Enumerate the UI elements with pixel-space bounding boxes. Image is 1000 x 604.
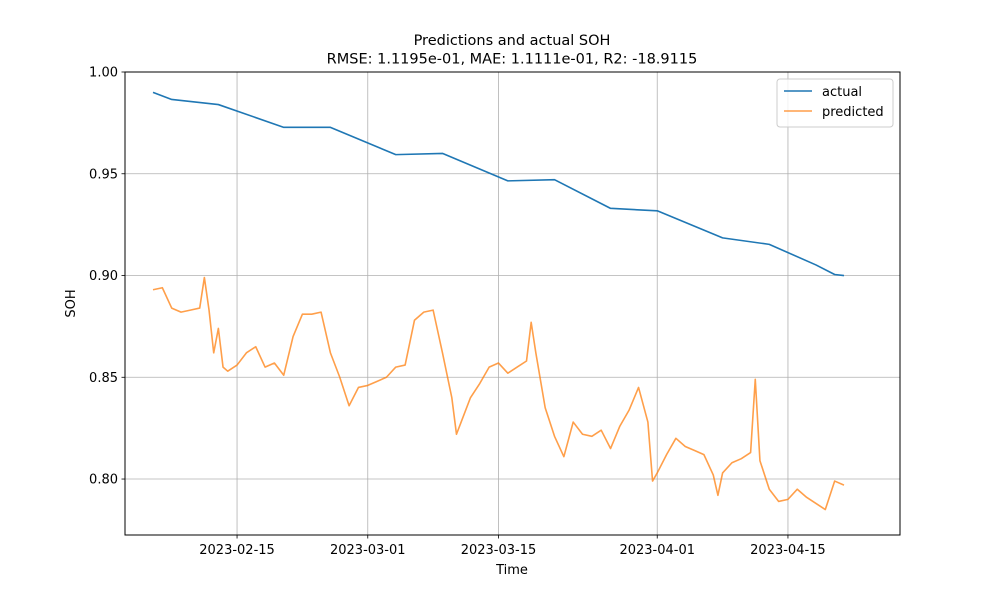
x-tick-label: 2023-03-01 <box>330 543 406 558</box>
x-axis-ticks: 2023-02-15 2023-03-01 2023-03-15 2023-04-01… <box>199 535 826 558</box>
x-tick-label: 2023-03-15 <box>461 543 537 558</box>
y-tick-label: 0.95 <box>89 167 118 182</box>
y-axis-ticks: 0.80 0.85 0.90 0.95 1.00 <box>89 66 125 488</box>
series-line-predicted <box>152 276 845 511</box>
legend: actual predicted <box>776 78 894 128</box>
legend-label-actual: actual <box>822 85 862 100</box>
y-axis-label: SOH <box>64 289 79 317</box>
series-group <box>152 91 845 511</box>
x-tick-label: 2023-02-15 <box>199 543 275 558</box>
chart-title: Predictions and actual SOH <box>414 33 611 49</box>
series-line-actual <box>152 91 845 277</box>
y-tick-label: 0.80 <box>89 473 118 488</box>
chart-subtitle: RMSE: 1.1195e-01, MAE: 1.1111e-01, R2: -… <box>327 52 698 68</box>
y-tick-label: 0.85 <box>89 371 118 386</box>
y-tick-label: 1.00 <box>89 66 118 81</box>
legend-label-predicted: predicted <box>822 105 884 120</box>
y-tick-label: 0.90 <box>89 269 118 284</box>
x-tick-label: 2023-04-01 <box>619 543 695 558</box>
x-axis-label: Time <box>495 563 528 578</box>
x-tick-label: 2023-04-15 <box>750 543 826 558</box>
plot-area-frame <box>124 71 901 536</box>
